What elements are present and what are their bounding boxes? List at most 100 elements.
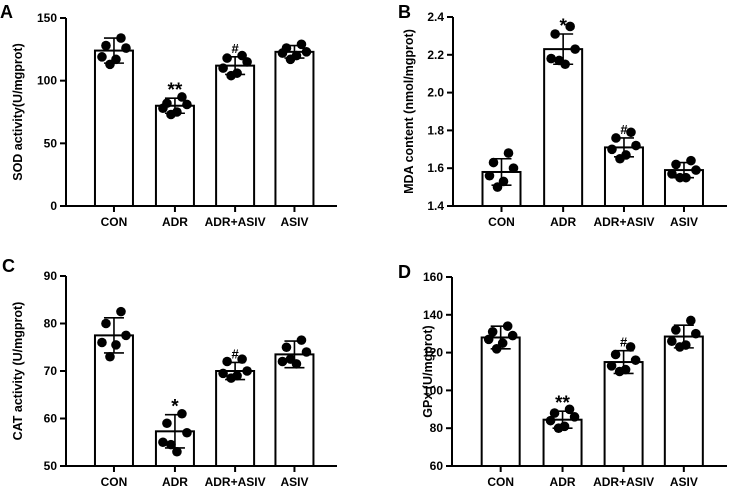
data-point (218, 368, 228, 379)
y-tick-label: 2.4 (427, 10, 444, 24)
data-point (158, 437, 168, 448)
y-tick-label: 0 (50, 199, 57, 213)
data-point (162, 418, 172, 429)
data-point (502, 321, 513, 331)
bar-con (93, 49, 134, 207)
data-point (105, 351, 115, 362)
y-tick-label: 100 (37, 74, 57, 88)
data-point (498, 176, 509, 187)
x-tick-label: ADR+ASIV (593, 215, 654, 229)
data-point (491, 344, 502, 354)
data-point (691, 328, 701, 339)
data-point (570, 44, 580, 54)
data-point (686, 155, 696, 166)
y-tick-label: 2.0 (427, 86, 444, 100)
data-point (97, 337, 107, 348)
significance-marker: # (231, 41, 239, 56)
data-point (553, 423, 564, 434)
data-point (625, 342, 636, 352)
x-tick-label: ASIV (280, 215, 308, 229)
data-point (121, 43, 131, 53)
data-point (550, 29, 560, 39)
significance-marker: # (231, 346, 239, 361)
data-point (606, 361, 617, 371)
significance-marker: # (620, 335, 628, 350)
data-point (675, 172, 685, 183)
data-point (626, 127, 636, 138)
data-point (564, 404, 575, 415)
y-tick-label: 60 (430, 459, 444, 473)
data-point (116, 306, 126, 317)
y-tick-label: 1.8 (427, 123, 444, 137)
data-point (686, 315, 696, 326)
y-axis-title: CAT activity (U/mgprot) (11, 302, 25, 441)
panel-letter: B (398, 2, 411, 22)
data-point (630, 355, 641, 365)
y-tick-label: 80 (44, 317, 58, 331)
data-point (301, 347, 312, 357)
panel-d: D 60 80 100 120 140 160 GPx (U/mgprot) CON ADR ** A… (398, 262, 727, 489)
data-point (281, 342, 292, 353)
x-tick-label: CON (488, 215, 515, 229)
significance-marker: * (171, 397, 179, 418)
data-point (277, 356, 288, 367)
y-tick-label: 1.4 (427, 199, 444, 213)
data-point (296, 335, 307, 345)
data-point (177, 92, 187, 102)
data-point (101, 40, 111, 51)
y-tick-label: 50 (44, 136, 58, 150)
x-tick-label: CON (101, 215, 128, 229)
data-point (166, 109, 176, 120)
data-point (615, 153, 625, 164)
panel-b: B 1.4 1.6 1.8 2.0 2.2 2.4 MDA content (nmol/mgp… (398, 2, 727, 229)
data-point (237, 354, 247, 364)
y-tick-label: 160 (423, 270, 443, 284)
y-tick-label: 70 (44, 364, 58, 378)
data-point (614, 366, 625, 377)
x-tick-label: CON (101, 475, 128, 489)
data-point (285, 54, 296, 65)
data-point (492, 182, 503, 192)
y-tick-label: 140 (423, 308, 443, 322)
y-tick-label: 120 (423, 346, 443, 360)
panel-c: C 50 60 70 80 90 CAT activity (U/mgprot) CON ADR… (2, 256, 337, 489)
data-point (182, 99, 192, 110)
x-tick-label: ADR+ASIV (205, 215, 266, 229)
data-point (158, 103, 168, 114)
bar-con (480, 336, 521, 468)
data-point (631, 140, 641, 151)
data-point (545, 415, 556, 426)
y-tick-label: 50 (44, 459, 58, 473)
data-point (172, 446, 182, 457)
y-axis-title: MDA content (nmol/mgprot) (402, 29, 416, 194)
data-point (675, 342, 685, 352)
x-tick-label: CON (487, 475, 514, 489)
data-point (549, 408, 560, 418)
y-tick-label: 150 (37, 11, 57, 25)
data-point (483, 334, 494, 345)
data-point (116, 33, 126, 43)
x-tick-label: ADR (162, 215, 188, 229)
data-point (101, 318, 111, 329)
data-point (182, 427, 192, 438)
data-point (226, 373, 236, 383)
bar-asiv (663, 335, 704, 467)
data-point (484, 170, 495, 181)
data-point (671, 325, 681, 335)
panel-letter: D (398, 262, 411, 282)
data-point (507, 330, 518, 341)
y-tick-label: 90 (44, 269, 58, 283)
data-point (277, 48, 288, 58)
y-axis-title: SOD activity(U/mgprot) (11, 43, 25, 181)
data-point (226, 70, 236, 81)
y-axis-title: GPx (U/mgprot) (421, 325, 435, 417)
data-point (671, 159, 681, 170)
data-point (488, 157, 499, 168)
data-point (97, 52, 107, 62)
data-point (166, 439, 176, 450)
x-tick-label: ADR+ASIV (205, 475, 266, 489)
data-point (121, 330, 131, 341)
significance-marker: * (559, 16, 567, 37)
panel-letter: C (2, 256, 15, 276)
